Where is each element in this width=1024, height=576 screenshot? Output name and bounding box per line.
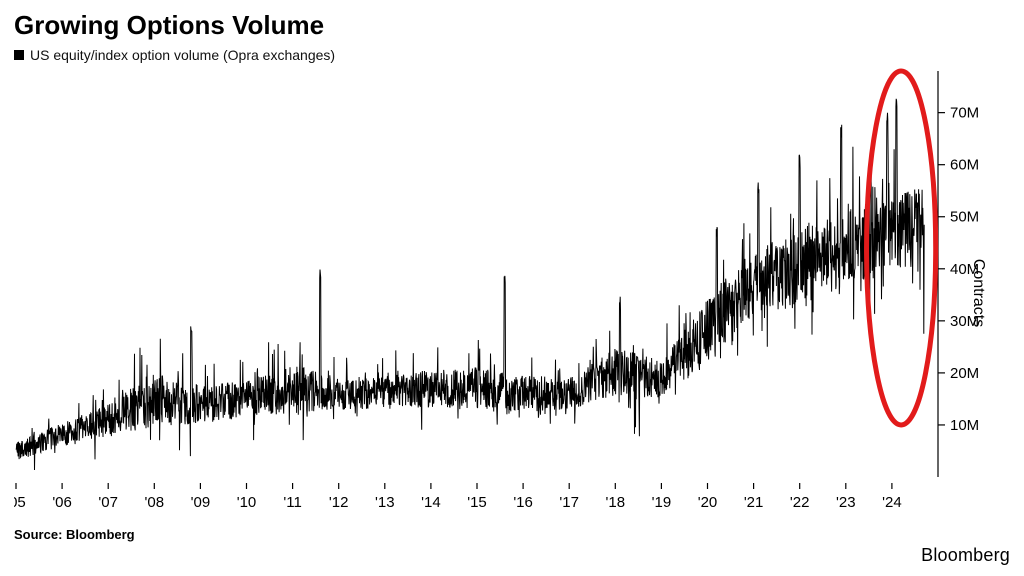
x-tick-label: '20 bbox=[698, 494, 718, 511]
x-tick-label: '07 bbox=[98, 494, 118, 511]
legend-label: US equity/index option volume (Opra exch… bbox=[30, 47, 335, 63]
x-tick-label: '06 bbox=[52, 494, 72, 511]
brand-label: Bloomberg bbox=[921, 545, 1010, 566]
x-tick-label: '09 bbox=[191, 494, 211, 511]
x-tick-label: '21 bbox=[744, 494, 764, 511]
x-tick-label: '15 bbox=[467, 494, 487, 511]
y-tick-label: 10M bbox=[950, 417, 979, 434]
plot-svg: 10M20M30M40M50M60M70M'05'06'07'08'09'10'… bbox=[14, 67, 1010, 519]
x-tick-label: '13 bbox=[375, 494, 395, 511]
plot-area: 10M20M30M40M50M60M70M'05'06'07'08'09'10'… bbox=[14, 67, 1010, 519]
y-tick-label: 70M bbox=[950, 105, 979, 122]
x-tick-label: '16 bbox=[513, 494, 533, 511]
x-tick-label: '11 bbox=[283, 494, 301, 511]
x-tick-label: '24 bbox=[882, 494, 902, 511]
series-line bbox=[16, 99, 924, 470]
x-tick-label: '19 bbox=[652, 494, 672, 511]
x-tick-label: '10 bbox=[237, 494, 257, 511]
x-tick-label: '18 bbox=[606, 494, 626, 511]
x-tick-label: '23 bbox=[836, 494, 856, 511]
y-tick-label: 60M bbox=[950, 157, 979, 174]
x-tick-label: '08 bbox=[145, 494, 165, 511]
legend: US equity/index option volume (Opra exch… bbox=[14, 47, 1010, 63]
x-tick-label: '14 bbox=[421, 494, 441, 511]
x-tick-label: '05 bbox=[14, 494, 26, 511]
x-tick-label: '22 bbox=[790, 494, 810, 511]
source-label: Source: Bloomberg bbox=[14, 527, 1010, 542]
chart-container: Growing Options Volume US equity/index o… bbox=[0, 0, 1024, 576]
y-tick-label: 20M bbox=[950, 365, 979, 382]
y-tick-label: 50M bbox=[950, 209, 979, 226]
y-axis-title: Contracts bbox=[969, 259, 987, 327]
chart-title: Growing Options Volume bbox=[14, 10, 1010, 41]
x-tick-label: '12 bbox=[329, 494, 349, 511]
x-tick-label: '17 bbox=[559, 494, 579, 511]
legend-swatch bbox=[14, 50, 24, 60]
